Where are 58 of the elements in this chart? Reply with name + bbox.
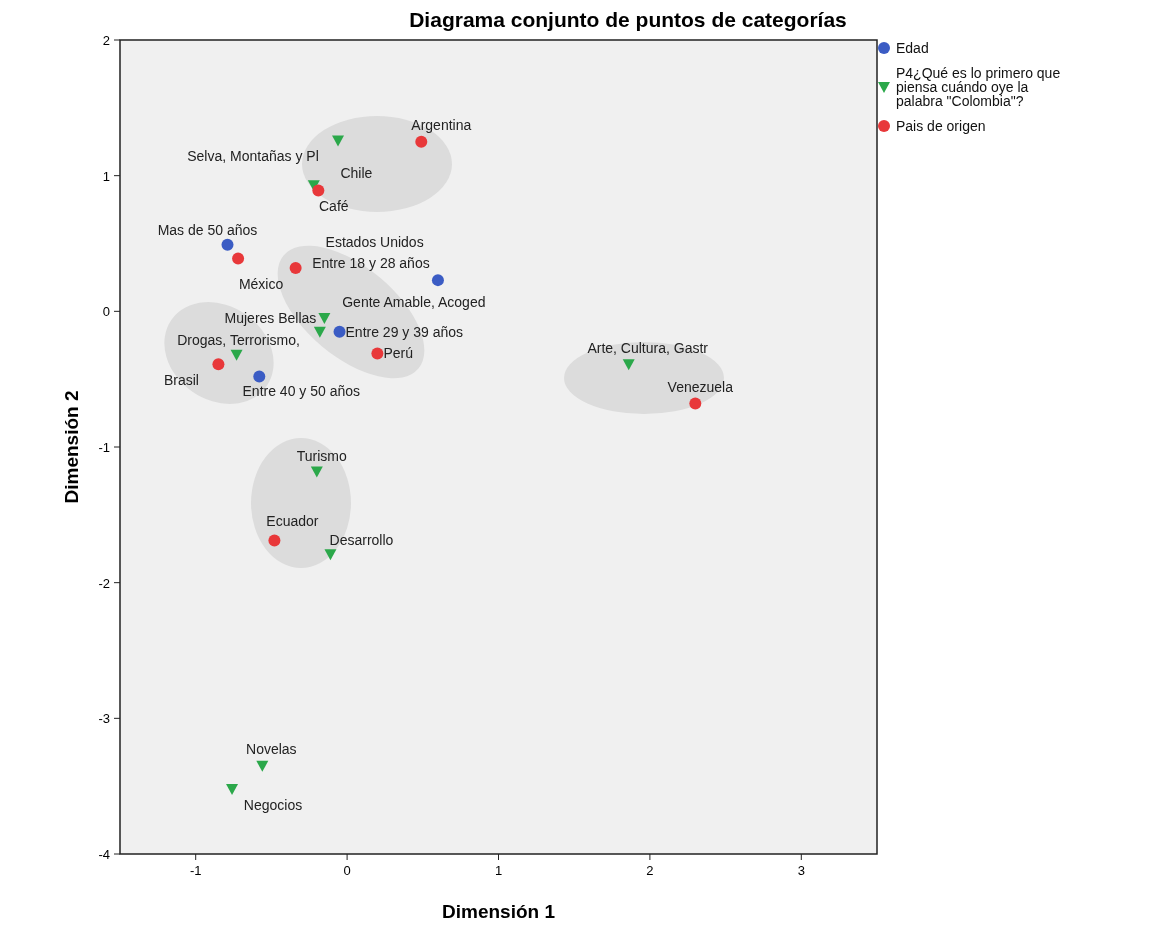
point <box>318 313 331 325</box>
x-tick-label: 2 <box>646 863 654 878</box>
point <box>268 534 281 547</box>
y-tick-label: -4 <box>98 847 110 862</box>
annotation: Estados Unidos <box>325 233 424 250</box>
annotation: Ecuador <box>266 512 319 529</box>
annotation: México <box>238 276 284 293</box>
point <box>312 184 325 197</box>
annotation: Chile <box>340 164 373 181</box>
annotation: Turismo <box>296 448 348 465</box>
point <box>310 466 323 478</box>
chart-title: Diagrama conjunto de puntos de categorías <box>409 8 847 31</box>
point <box>232 252 245 265</box>
legend-label: Edad <box>896 40 929 56</box>
point <box>622 359 635 371</box>
x-tick-label: 0 <box>343 863 351 878</box>
x-tick-label: 1 <box>494 863 503 878</box>
point <box>689 397 702 410</box>
y-axis-title: Dimensión 2 <box>61 390 82 504</box>
annotation: Negocios <box>243 796 303 813</box>
annotation: Novelas <box>246 740 297 757</box>
x-axis-title: Dimensión 1 <box>442 901 556 922</box>
x-tick-label: 3 <box>797 863 805 878</box>
annotation: Arte, Cultura, Gastr <box>587 340 709 357</box>
y-tick-label: -2 <box>98 575 110 591</box>
x-tick-label: -1 <box>189 863 202 878</box>
annotation: Mas de 50 años <box>157 221 258 238</box>
annotation: Entre 18 y 28 años <box>312 255 430 272</box>
annotation: Gente Amable, Acoged <box>342 293 486 310</box>
annotation: Desarrollo <box>329 532 394 549</box>
point <box>289 261 302 274</box>
annotation: Perú <box>383 345 413 362</box>
annotation: Entre 40 y 50 años <box>242 383 361 400</box>
point <box>221 238 234 251</box>
annotation: Brasil <box>163 372 199 389</box>
annotation: Venezuela <box>667 378 734 395</box>
legend-label: P4¿Qué es lo primero que piensa cuándo oye la palabra "Colombia"? <box>896 65 1061 109</box>
point <box>431 274 444 287</box>
annotation: Mujeres Bellas <box>224 310 317 327</box>
y-tick-label: 2 <box>102 33 110 48</box>
y-tick-label: -1 <box>98 440 110 455</box>
point <box>333 325 346 338</box>
y-tick-label: -3 <box>98 711 110 727</box>
point <box>313 326 326 338</box>
annotation: Argentina <box>411 116 472 133</box>
y-tick-label: 0 <box>102 304 110 320</box>
y-tick-label: 1 <box>102 168 110 184</box>
point <box>226 783 239 795</box>
point <box>256 760 269 772</box>
annotation: Drogas, Terrorismo, <box>177 331 300 348</box>
legend-label: Pais de origen <box>896 118 986 134</box>
annotation: Selva, Montañas y Pl <box>187 148 319 165</box>
point <box>371 347 384 360</box>
annotation: Entre 29 y 39 años <box>345 323 464 340</box>
annotation: Café <box>319 198 349 215</box>
point <box>332 135 345 147</box>
point <box>415 135 428 148</box>
point <box>324 549 337 561</box>
